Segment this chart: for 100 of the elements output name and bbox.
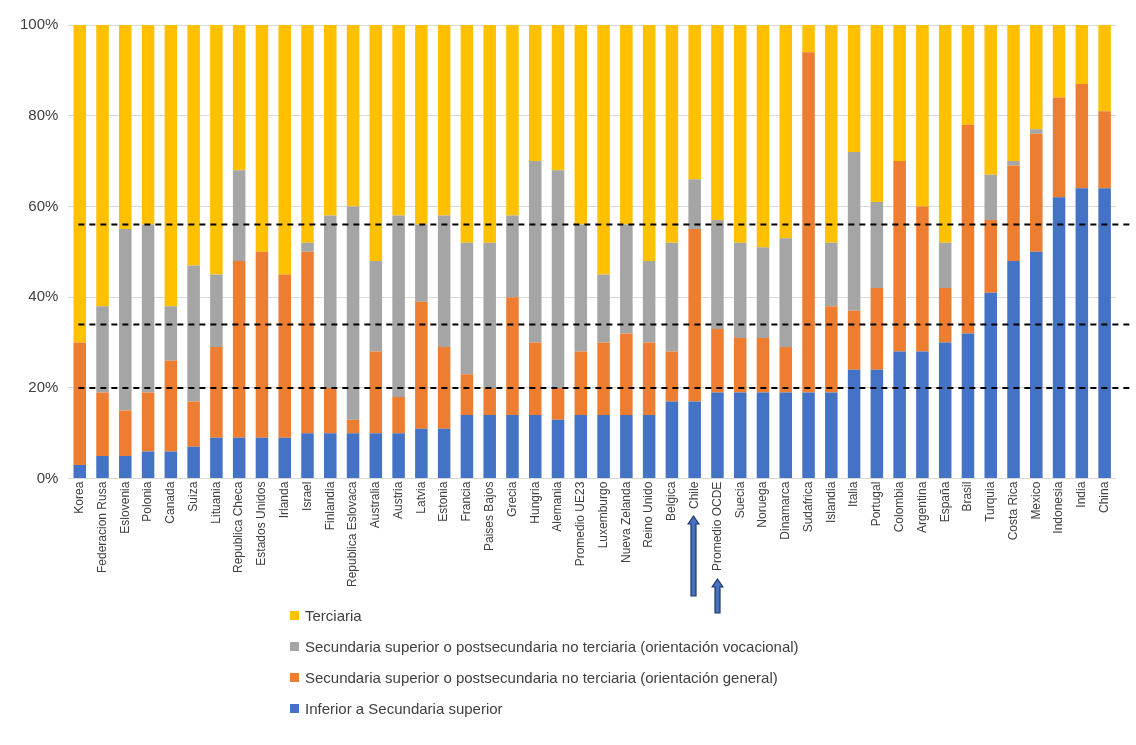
x-tick-label: Turquia (983, 481, 998, 522)
bar (688, 25, 701, 180)
bar (733, 337, 747, 393)
bar (688, 179, 701, 230)
bar (278, 274, 291, 438)
x-tick-label: Francia (459, 481, 474, 522)
bar (96, 392, 109, 456)
bar (984, 174, 997, 221)
x-tick-label: Irlanda (277, 481, 292, 519)
bar (119, 410, 132, 456)
x-tick-label: Eslovenia (117, 481, 132, 534)
bar (164, 451, 178, 479)
bar (141, 224, 155, 393)
bar (756, 25, 770, 248)
bar (187, 25, 200, 266)
bar (870, 369, 884, 479)
bar (711, 328, 724, 393)
bar (1098, 25, 1111, 112)
bar (506, 415, 519, 479)
bar (369, 260, 383, 352)
bar (642, 342, 656, 416)
bar (688, 401, 701, 479)
bar (1075, 188, 1089, 479)
x-tick-label: Hungria (527, 481, 542, 524)
bar (551, 170, 565, 388)
bar (141, 451, 155, 479)
bar (847, 310, 861, 370)
bar (733, 25, 747, 243)
bar (620, 333, 633, 416)
bar (779, 392, 793, 479)
bar (437, 347, 451, 429)
bar (756, 247, 770, 338)
bar (779, 25, 793, 239)
x-tick-label: China (1096, 481, 1111, 513)
y-tick-label: 0% (36, 468, 59, 486)
bar (369, 351, 383, 434)
bar (164, 360, 178, 452)
x-tick-label: Colombia (891, 481, 906, 533)
bar (802, 392, 815, 479)
x-tick-label: Federacion Rusa (94, 481, 109, 573)
bar (346, 433, 360, 479)
bar (938, 288, 952, 343)
bar (210, 347, 223, 438)
bar (847, 152, 861, 311)
bar (73, 25, 87, 343)
bar (369, 433, 383, 479)
bar (551, 419, 565, 479)
bar (1075, 83, 1089, 189)
x-tick-label: Paises Bajos (482, 481, 497, 551)
bar (665, 401, 679, 479)
legend-label: Secundaria superior o postsecundaria no terciaria (orientación general) (305, 669, 778, 686)
bar (141, 25, 155, 225)
y-tick-label: 20% (28, 378, 59, 396)
x-tick-label: España (937, 481, 952, 523)
bar (392, 433, 405, 479)
x-tick-label: Latvia (413, 481, 428, 514)
x-tick-label: Suiza (185, 481, 200, 512)
bar (961, 333, 975, 479)
bar (642, 25, 656, 261)
bar (437, 25, 451, 216)
x-tick-label: Finlandia (322, 481, 337, 531)
bar (164, 306, 178, 361)
bar (1007, 161, 1020, 166)
bar (506, 25, 519, 216)
bar (232, 260, 246, 438)
bar (437, 428, 451, 479)
bar (597, 274, 610, 343)
bar (210, 437, 223, 479)
bar (642, 415, 656, 479)
x-tick-label: Belgica (664, 481, 679, 521)
bar (642, 260, 656, 343)
bar (301, 433, 314, 479)
x-tick-label: Mexico (1028, 481, 1043, 520)
bar (415, 301, 428, 429)
x-tick-label: Noruega (755, 481, 770, 528)
bar (756, 337, 770, 393)
bar (688, 229, 701, 402)
bar (301, 242, 314, 252)
bar (483, 25, 496, 243)
bar (324, 25, 337, 216)
bar (893, 351, 906, 479)
bar (324, 215, 337, 388)
bar (916, 351, 929, 479)
bar (210, 25, 223, 275)
bar (916, 25, 929, 207)
bar (802, 25, 815, 53)
bar (1030, 129, 1043, 134)
bar (324, 387, 337, 434)
bar (187, 265, 200, 402)
bar (278, 437, 291, 479)
bar (665, 351, 679, 402)
bar (278, 25, 291, 275)
bar (620, 25, 633, 225)
bar (506, 297, 519, 416)
bar (1098, 111, 1111, 189)
bar (665, 25, 679, 243)
x-tick-label: Lituania (208, 481, 223, 524)
bar (1052, 25, 1066, 98)
bar (415, 428, 428, 479)
bar (392, 396, 405, 434)
